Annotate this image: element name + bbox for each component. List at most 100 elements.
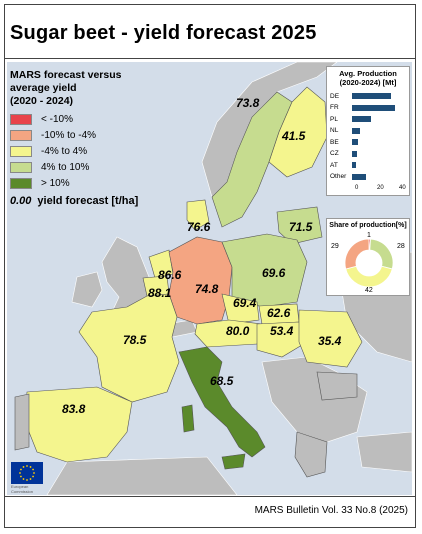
production-bar-row: DE	[330, 91, 391, 101]
share-slice	[345, 265, 393, 288]
production-chart-title-line1: Avg. Production	[339, 69, 397, 78]
baltics-shape	[276, 206, 323, 245]
production-bar-row: FR	[330, 103, 395, 113]
value-france: 78.5	[123, 333, 147, 347]
value-austria: 80.0	[226, 324, 250, 338]
eu-star	[32, 475, 34, 478]
sicily-shape	[221, 453, 246, 470]
share-label: 1	[367, 232, 371, 239]
hungary-shape	[256, 321, 308, 358]
eu-star	[29, 466, 32, 468]
germany-shape	[168, 236, 233, 325]
eu-stars-icon	[19, 465, 35, 481]
legend-swatch	[10, 113, 32, 125]
legend-swatch	[10, 145, 32, 157]
eu-star	[19, 472, 21, 474]
legend-value-key: 0.00 yield forecast [t/ha]	[10, 195, 160, 207]
balkans-shape	[261, 356, 368, 443]
legend-swatch	[10, 177, 32, 189]
value-poland: 69.6	[262, 266, 286, 280]
production-bar-row: PL	[330, 114, 371, 124]
axis-tick: 0	[355, 185, 359, 191]
france-shape	[78, 293, 180, 403]
north-africa-shape	[46, 456, 238, 495]
share-slice	[344, 238, 370, 270]
eu-star	[22, 478, 25, 480]
production-bar-row: CZ	[330, 149, 357, 159]
share-label: 42	[365, 287, 373, 294]
value-czechia: 69.4	[233, 296, 257, 310]
legend-item: < -10%	[10, 111, 160, 127]
production-bar	[352, 173, 366, 180]
value-hungary: 53.4	[270, 324, 294, 338]
legend-item: 4% to 10%	[10, 159, 160, 175]
legend-label: 4% to 10%	[41, 161, 90, 173]
production-bar-label: FR	[330, 104, 339, 111]
value-spain: 83.8	[62, 402, 86, 416]
legend-value-example: 0.00	[10, 195, 32, 207]
legend-swatch	[10, 161, 32, 173]
legend-label: > 10%	[41, 177, 70, 189]
finland-shape	[268, 86, 328, 178]
production-bar-label: DE	[330, 92, 340, 100]
value-netherlands: 86.6	[158, 268, 182, 282]
value-italy: 68.5	[210, 374, 234, 388]
share-label: 28	[397, 243, 405, 250]
legend-title-line1: MARS forecast versus average yield	[10, 69, 122, 94]
turkey-shape	[356, 431, 412, 473]
value-denmark: 76.6	[187, 220, 211, 234]
production-bar-row: NL	[330, 126, 361, 136]
production-bar-label: BE	[330, 138, 339, 146]
title-divider	[4, 58, 416, 59]
spain-shape	[24, 386, 133, 463]
production-bar-label: AT	[330, 161, 338, 169]
axis-tick: 20	[377, 185, 384, 191]
value-finland: 41.5	[282, 129, 306, 143]
production-chart: Avg. Production (2020-2024) [Mt] DE FR PL N…	[326, 66, 410, 196]
legend-title-line2: (2020 - 2024)	[10, 95, 74, 107]
eu-star	[22, 466, 25, 468]
production-bar	[352, 127, 361, 134]
eu-star	[33, 472, 35, 474]
eu-flag-logo	[11, 462, 43, 484]
greece-shape	[294, 431, 328, 478]
sardinia-shape	[181, 404, 195, 433]
legend-swatch	[10, 129, 32, 141]
share-donut	[344, 238, 394, 288]
production-bar	[352, 139, 359, 145]
value-sweden: 73.8	[236, 96, 260, 110]
value-germany: 74.8	[195, 282, 219, 296]
eu-star	[29, 478, 32, 480]
value-romania: 35.4	[318, 334, 342, 348]
production-bar-row: AT	[330, 160, 356, 170]
italy-shape	[178, 346, 266, 458]
legend-item: -4% to 4%	[10, 143, 160, 159]
eu-star	[32, 468, 34, 471]
production-bar	[352, 150, 357, 157]
map-legend: MARS forecast versus average yield (2020…	[10, 69, 160, 207]
poland-shape	[221, 233, 308, 308]
production-chart-title-line2: (2020-2024) [Mt]	[339, 78, 397, 87]
legend-item: -10% to -4%	[10, 127, 160, 143]
eu-star	[26, 465, 28, 467]
czechia-shape	[221, 293, 260, 325]
legend-item: > 10%	[10, 175, 160, 191]
production-bar-label: NL	[330, 127, 339, 134]
eu-star	[20, 475, 22, 478]
legend-label: < -10%	[41, 113, 73, 125]
eu-star	[26, 479, 28, 481]
share-chart-title: Share of production[%]	[329, 222, 407, 229]
eu-star	[20, 468, 22, 471]
value-belgium: 88.1	[148, 286, 172, 300]
portugal-shape	[14, 393, 30, 451]
legend-label: -4% to 4%	[41, 145, 88, 157]
page-title: Sugar beet - yield forecast 2025	[10, 22, 317, 44]
axis-tick: 40	[399, 185, 406, 191]
eu-logo-text: European Commission	[11, 484, 34, 494]
production-bar	[352, 162, 356, 168]
production-bar	[352, 116, 371, 122]
production-bar-label: CZ	[330, 150, 339, 157]
legend-value-caption: yield forecast [t/ha]	[37, 195, 139, 207]
share-slice	[369, 238, 394, 270]
value-lithuania: 71.5	[289, 220, 313, 234]
